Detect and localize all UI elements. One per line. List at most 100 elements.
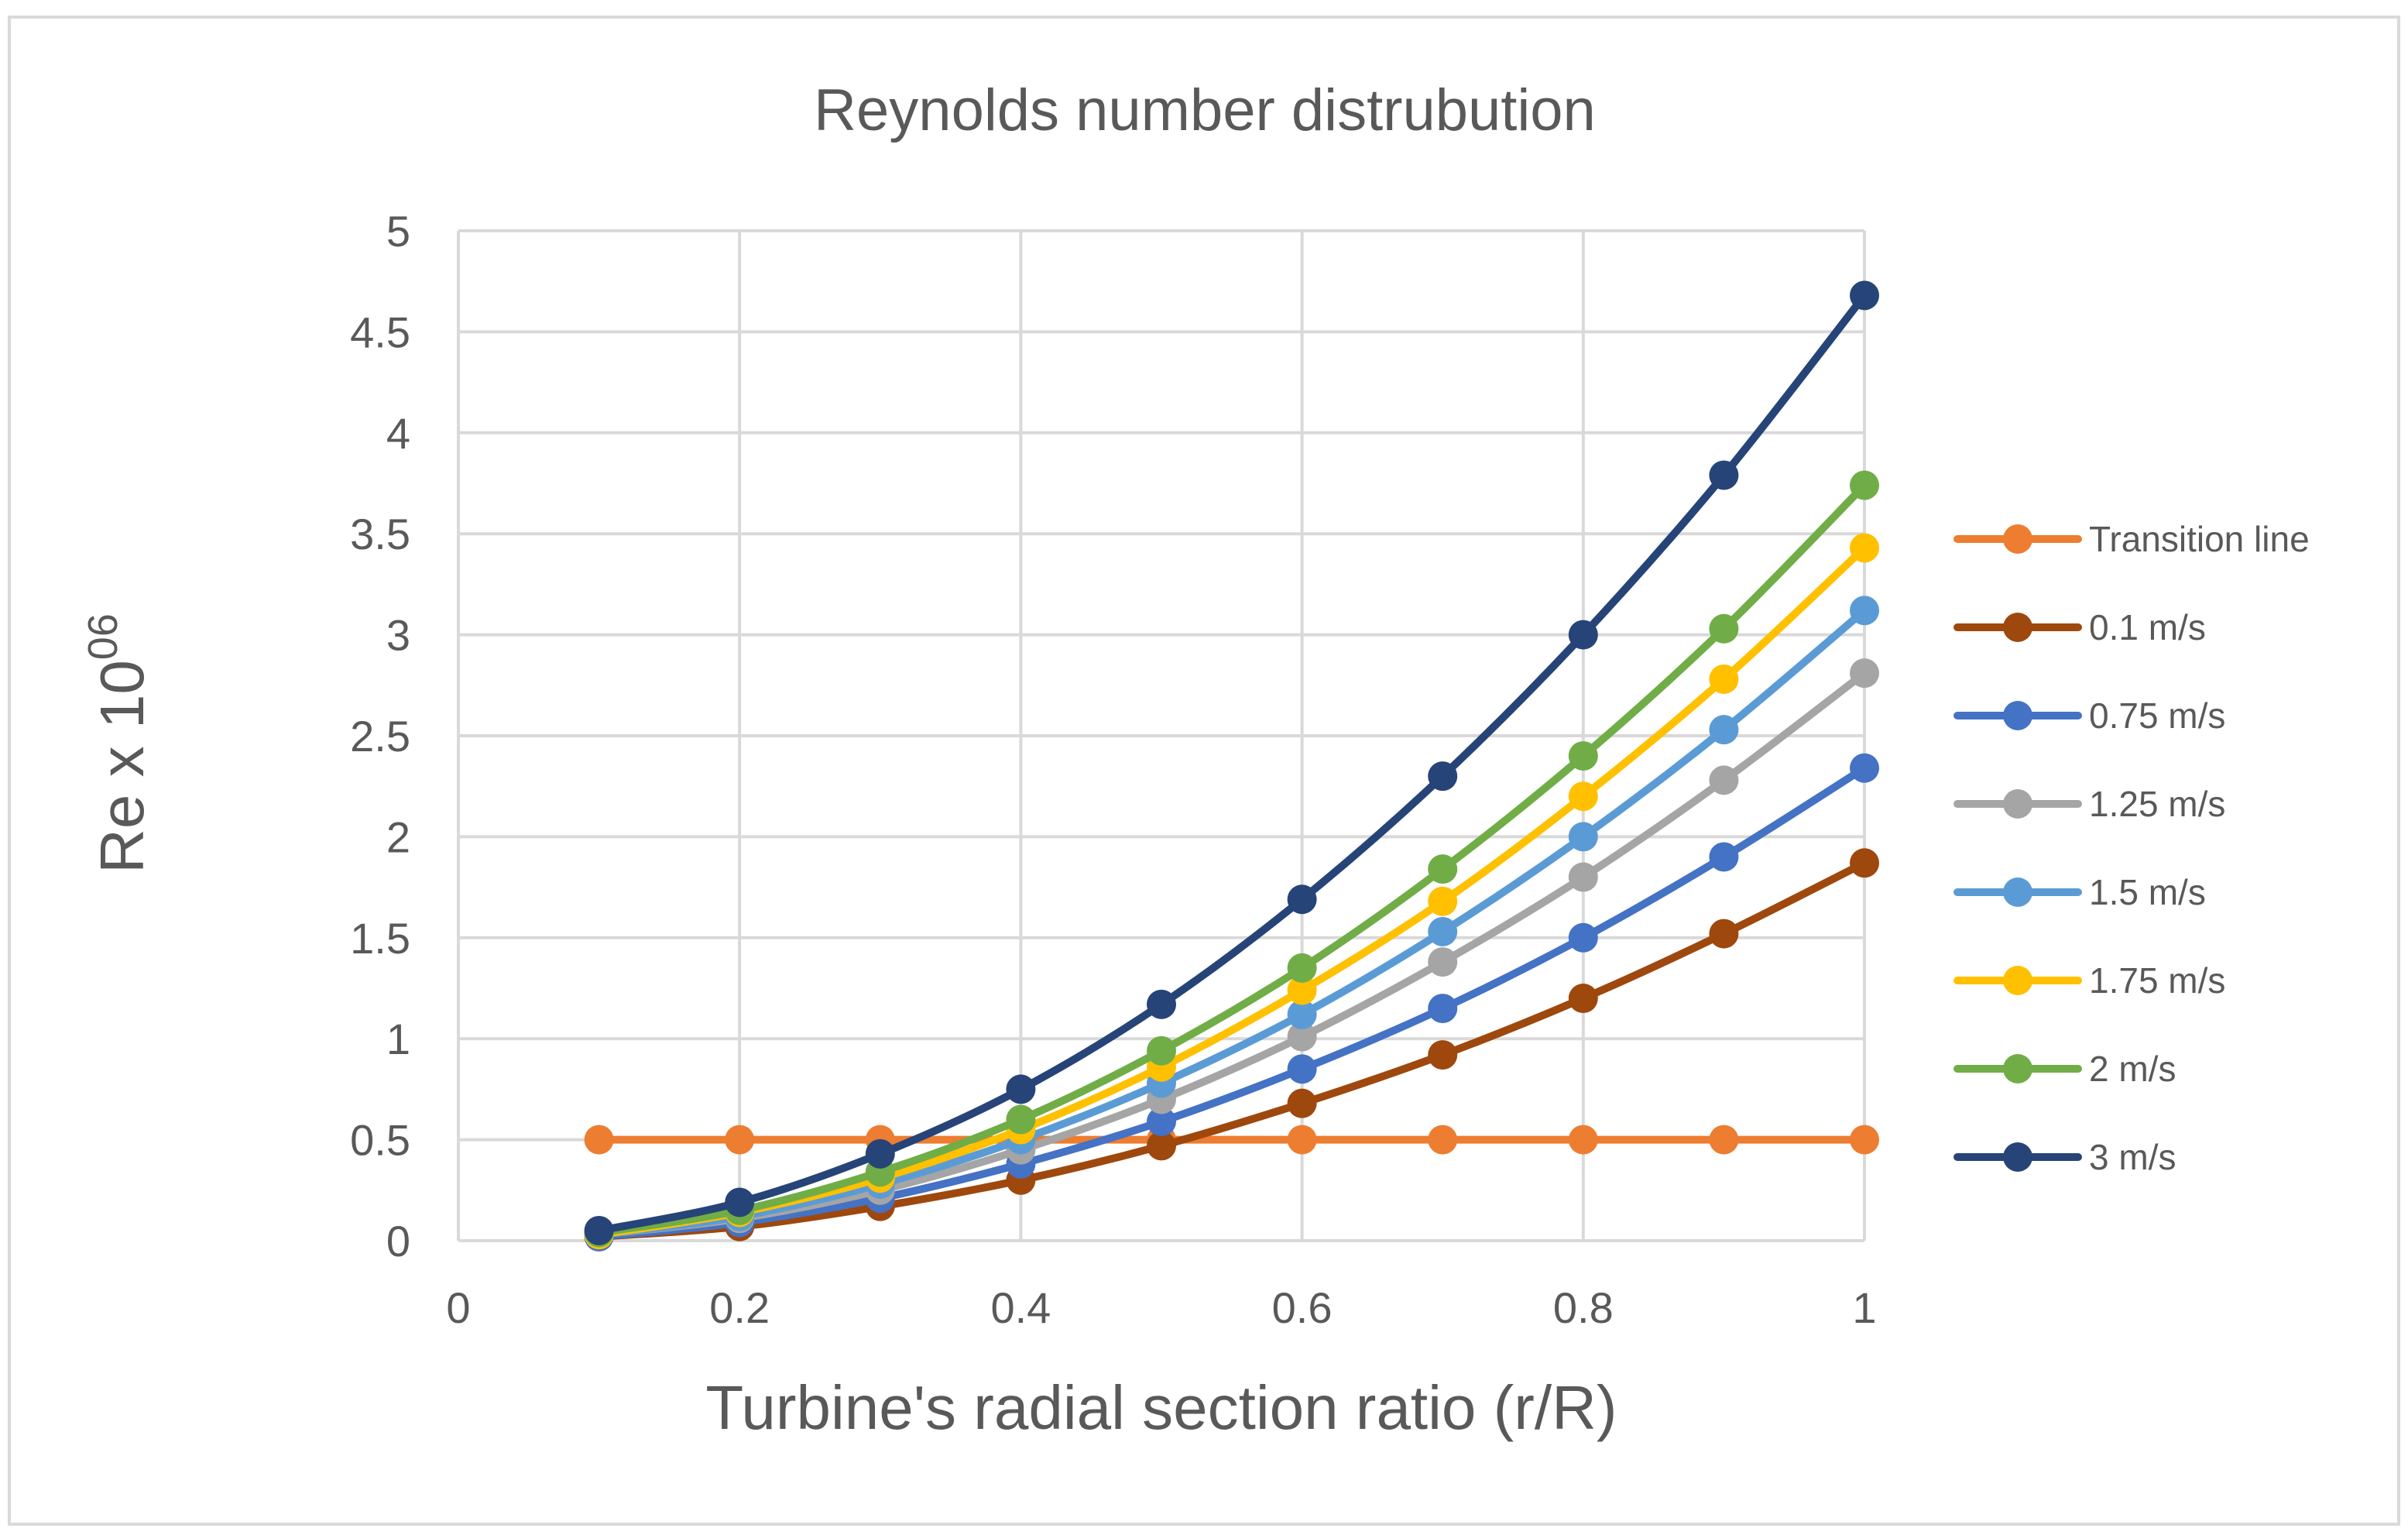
data-point-2-m-s: [1147, 1035, 1176, 1066]
y-tick-label: 3.5: [350, 510, 410, 558]
gridlines: [457, 229, 1866, 1242]
data-point-transition-line: [584, 1125, 614, 1155]
x-axis-label: Turbine's radial section ratio (r/R): [705, 1373, 1617, 1442]
y-axis-label: Re x 1006: [80, 613, 156, 874]
series-line-3-m-s: [595, 291, 1868, 1235]
y-tick-label: 5: [386, 207, 410, 256]
data-point-3-m-s: [1850, 280, 1879, 311]
data-point-3-m-s: [1006, 1074, 1036, 1104]
legend-entry-3-m-s: 3 m/s: [1953, 1137, 2176, 1177]
data-point-1-75-m-s: [1850, 533, 1879, 563]
y-tick-label: 4.5: [350, 307, 410, 356]
data-point-0-75-m-s: [1568, 922, 1598, 953]
data-point-1-25-m-s: [1287, 1022, 1317, 1052]
data-point-1-5-m-s: [1287, 999, 1317, 1029]
legend-marker: [2003, 701, 2032, 730]
data-point-transition-line: [1287, 1125, 1317, 1155]
svg-text:Re x 1006: Re x 1006: [80, 613, 156, 874]
legend-marker: [2003, 524, 2032, 554]
data-point-2-m-s: [1850, 470, 1879, 500]
data-point-2-m-s: [1428, 854, 1458, 884]
legend-entry-transition-line: Transition line: [1953, 519, 2310, 559]
legend-entry-1-5-m-s: 1.5 m/s: [1953, 872, 2206, 912]
legend-label: 2 m/s: [2089, 1049, 2176, 1089]
data-point-0-75-m-s: [1147, 1107, 1176, 1137]
series-line-0-75-m-s: [595, 764, 1868, 1241]
series-line-1-5-m-s: [595, 606, 1868, 1239]
series-3-m-s: [584, 280, 1879, 1245]
y-tick-label: 0: [386, 1217, 410, 1265]
x-tick-label: 0: [446, 1283, 470, 1332]
data-point-0-75-m-s: [1287, 1054, 1317, 1084]
data-point-3-m-s: [1428, 761, 1458, 792]
series-line-1-25-m-s: [595, 669, 1868, 1239]
legend-marker: [2003, 877, 2032, 907]
y-tick-label: 1: [386, 1015, 410, 1063]
data-point-1-75-m-s: [1568, 781, 1598, 812]
legend-marker: [2003, 1054, 2032, 1083]
data-point-0-75-m-s: [1850, 753, 1879, 783]
data-point-0-1-m-s: [1709, 919, 1739, 949]
data-point-0-1-m-s: [1428, 1040, 1458, 1070]
series-line-0-1-m-s: [595, 859, 1868, 1241]
data-point-1-5-m-s: [1428, 916, 1458, 946]
legend-marker: [2003, 966, 2032, 995]
data-point-0-1-m-s: [1147, 1131, 1176, 1161]
data-point-2-m-s: [1006, 1104, 1036, 1135]
y-tick-label: 2: [386, 812, 410, 861]
data-point-2-m-s: [1287, 953, 1317, 983]
legend-entry-1-75-m-s: 1.75 m/s: [1953, 960, 2225, 1001]
data-point-3-m-s: [1287, 884, 1317, 915]
x-tick-label: 1: [1852, 1283, 1876, 1332]
y-tick-label: 1.5: [350, 914, 410, 963]
data-point-transition-line: [1568, 1125, 1598, 1155]
y-tick-label: 0.5: [350, 1116, 410, 1165]
plot-series: [584, 280, 1879, 1252]
y-tick-label: 3: [386, 611, 410, 660]
y-axis-ticks: 0 0.5 1 1.5 2 2.5 3 3.5 4 4.5 5: [350, 207, 410, 1265]
series-line-2-m-s: [595, 481, 1868, 1237]
legend-entry-1-25-m-s: 1.25 m/s: [1953, 784, 2225, 824]
data-point-1-25-m-s: [1568, 862, 1598, 892]
data-point-1-5-m-s: [1850, 596, 1879, 626]
data-point-2-m-s: [1568, 741, 1598, 771]
data-point-0-1-m-s: [1568, 984, 1598, 1014]
legend-label: 1.25 m/s: [2089, 784, 2225, 824]
data-point-0-75-m-s: [1709, 842, 1739, 872]
y-tick-label: 4: [386, 409, 410, 458]
data-point-1-5-m-s: [1568, 822, 1598, 852]
data-point-3-m-s: [1147, 989, 1176, 1019]
data-point-3-m-s: [584, 1215, 614, 1245]
x-tick-label: 0.6: [1272, 1283, 1333, 1332]
data-point-transition-line: [1428, 1125, 1458, 1155]
data-point-transition-line: [725, 1125, 755, 1155]
y-axis-label-main: Re x 10: [87, 660, 156, 874]
legend: Transition line 0.1 m/s 0.75 m/s 1.25 m/s 1.…: [1953, 519, 2310, 1177]
legend-entry-0-75-m-s: 0.75 m/s: [1953, 695, 2225, 736]
data-point-1-5-m-s: [1709, 715, 1739, 745]
data-point-3-m-s: [725, 1187, 755, 1217]
data-point-transition-line: [1709, 1125, 1739, 1155]
legend-entry-0-1-m-s: 0.1 m/s: [1953, 607, 2206, 647]
data-point-transition-line: [1850, 1125, 1879, 1155]
legend-label: 3 m/s: [2089, 1137, 2176, 1177]
legend-label: 0.1 m/s: [2089, 607, 2206, 647]
x-tick-label: 0.4: [990, 1283, 1051, 1332]
chart-title: Reynolds number distrubution: [814, 77, 1596, 143]
data-point-2-m-s: [1709, 613, 1739, 644]
x-tick-label: 0.2: [709, 1283, 770, 1332]
x-axis-ticks: 0 0.2 0.4 0.6 0.8 1: [446, 1283, 1876, 1332]
data-point-1-25-m-s: [1428, 947, 1458, 977]
legend-marker: [2003, 789, 2032, 819]
data-point-1-75-m-s: [1287, 975, 1317, 1005]
legend-label: 1.75 m/s: [2089, 960, 2225, 1001]
data-point-1-25-m-s: [1850, 658, 1879, 689]
chart-border: [8, 15, 2400, 1526]
data-point-1-25-m-s: [1709, 765, 1739, 795]
data-point-1-75-m-s: [1428, 886, 1458, 916]
data-point-3-m-s: [865, 1138, 895, 1169]
data-point-3-m-s: [1709, 460, 1739, 490]
legend-entry-2-m-s: 2 m/s: [1953, 1049, 2176, 1089]
legend-label: 1.5 m/s: [2089, 872, 2206, 912]
